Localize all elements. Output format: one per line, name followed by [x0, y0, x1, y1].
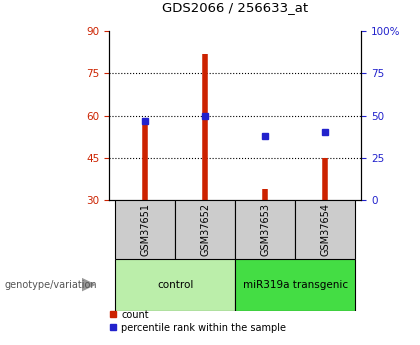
- Bar: [115, 259, 235, 310]
- Text: miR319a transgenic: miR319a transgenic: [243, 280, 348, 289]
- Text: genotype/variation: genotype/variation: [4, 280, 97, 289]
- Bar: [235, 259, 355, 310]
- Text: GSM37652: GSM37652: [200, 203, 210, 256]
- Text: control: control: [157, 280, 193, 289]
- Text: GSM37654: GSM37654: [320, 203, 330, 256]
- Bar: [175, 200, 235, 259]
- Text: GSM37653: GSM37653: [260, 203, 270, 256]
- Bar: [295, 200, 355, 259]
- Text: GSM37651: GSM37651: [140, 203, 150, 256]
- Polygon shape: [82, 279, 94, 290]
- Text: GDS2066 / 256633_at: GDS2066 / 256633_at: [162, 1, 308, 14]
- Bar: [235, 200, 295, 259]
- Bar: [115, 200, 175, 259]
- Legend: count, percentile rank within the sample: count, percentile rank within the sample: [106, 306, 290, 337]
